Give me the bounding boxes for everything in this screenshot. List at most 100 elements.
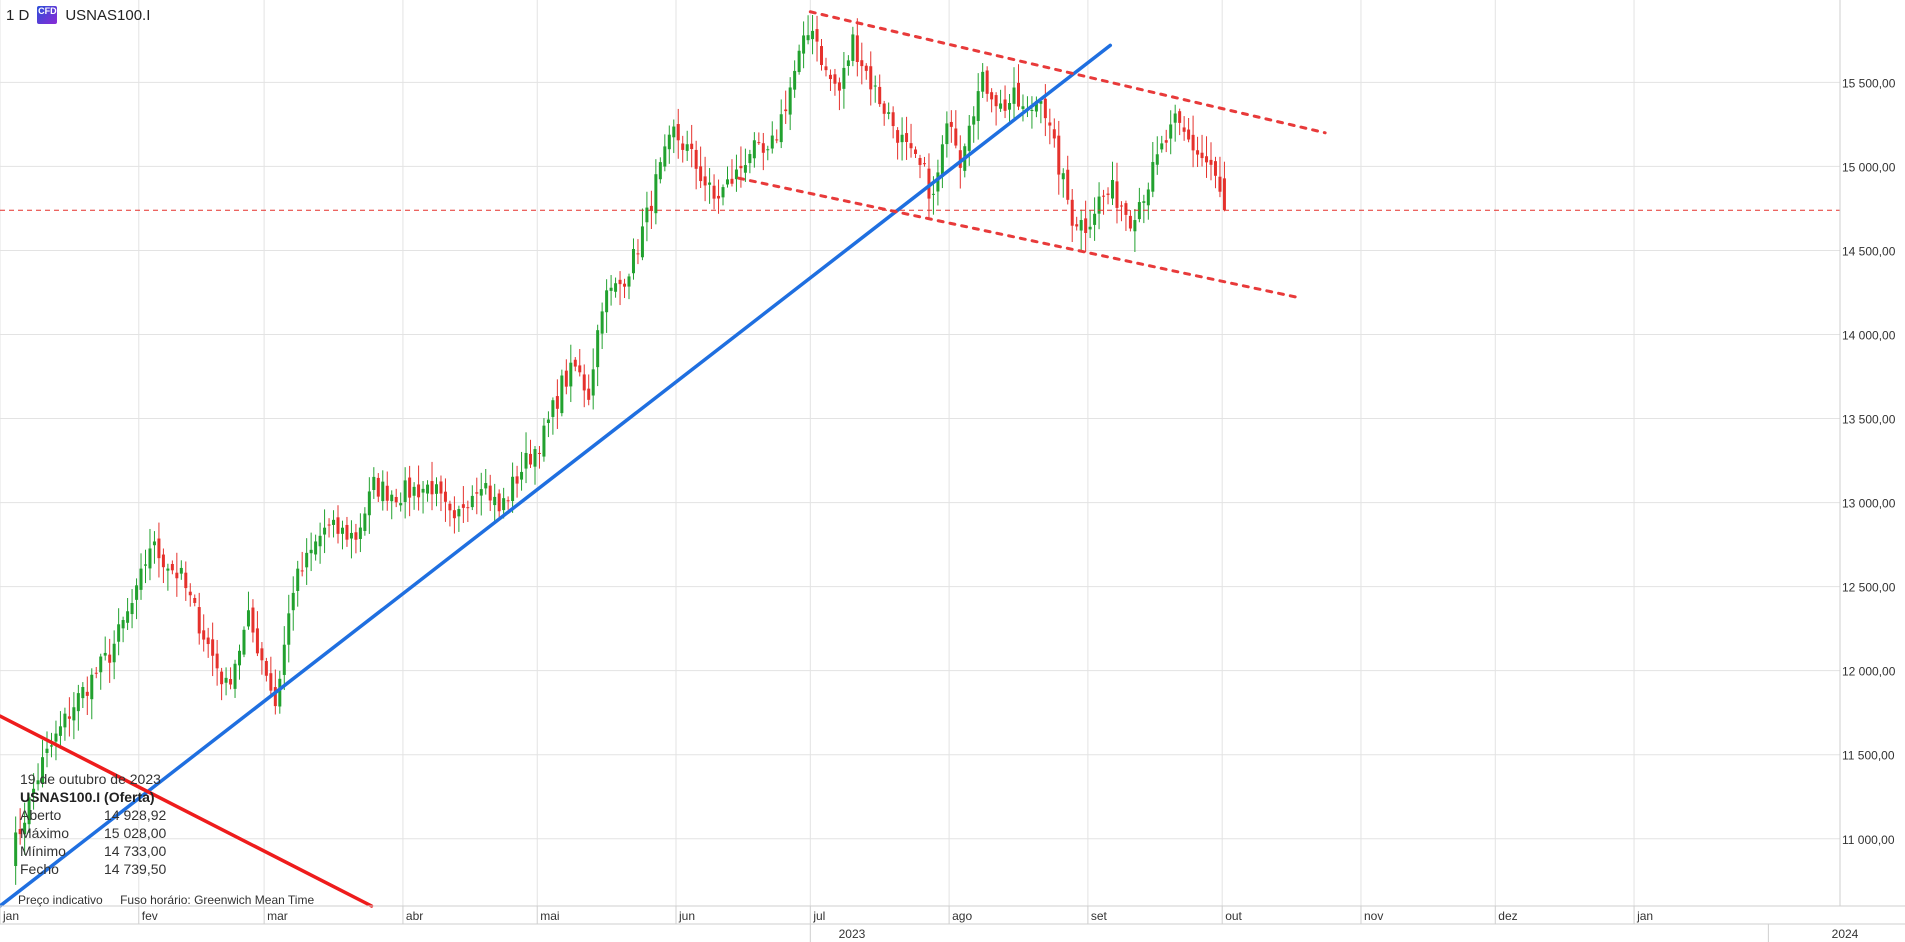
candle-body — [820, 46, 824, 66]
candle-body — [220, 671, 224, 685]
candle-body — [860, 60, 864, 67]
candle-body — [605, 290, 609, 313]
candle-body — [229, 679, 233, 685]
candle-body — [1187, 129, 1191, 140]
y-axis-panel — [1840, 0, 1905, 942]
candle-body — [27, 797, 31, 825]
x-month-label: dez — [1498, 909, 1517, 923]
candle-body — [99, 656, 103, 673]
candle-body — [112, 643, 116, 663]
x-month-label: nov — [1364, 909, 1383, 923]
red-descending-line[interactable] — [0, 714, 374, 908]
candle-body — [470, 495, 474, 508]
price-type-label: Preço indicativo — [18, 893, 103, 907]
candle-body — [1178, 111, 1182, 123]
candle-body — [175, 572, 179, 579]
candle-body — [703, 176, 707, 186]
candle-body — [14, 832, 18, 866]
candle-body — [511, 476, 515, 502]
candle-body — [864, 65, 868, 71]
x-month-label: ago — [952, 909, 972, 923]
candle-body — [372, 476, 376, 490]
candle-body — [488, 485, 492, 501]
long-term-trendline[interactable] — [0, 43, 1113, 908]
candle-body — [645, 207, 649, 223]
candle-body — [985, 70, 989, 94]
candle-body — [672, 126, 676, 138]
candle-body — [640, 226, 644, 258]
candle-body — [327, 524, 331, 526]
candle-body — [1146, 189, 1150, 206]
candle-body — [654, 174, 658, 214]
candle-body — [466, 507, 470, 509]
candle-body — [730, 178, 734, 184]
candle-body — [761, 143, 765, 153]
candle-body — [85, 691, 89, 696]
candle-body — [300, 570, 304, 572]
candle-body — [851, 34, 855, 61]
candle-body — [305, 552, 309, 568]
y-tick-label: 11 000,00 — [1842, 833, 1895, 847]
y-tick-label: 15 000,00 — [1842, 160, 1896, 174]
candle-body — [1209, 159, 1213, 165]
x-month-label: jul — [812, 909, 825, 923]
candle-body — [390, 494, 394, 502]
candle-body — [591, 369, 595, 396]
candle-body — [614, 283, 618, 292]
candle-body — [1066, 169, 1070, 200]
candle-body — [842, 67, 846, 89]
candle-body — [1182, 127, 1186, 132]
candle-body — [506, 500, 510, 502]
candle-body — [797, 50, 801, 73]
candle-body — [551, 400, 555, 417]
descending-channel-lower[interactable] — [737, 176, 1300, 300]
candle-body — [909, 143, 913, 149]
y-axis: 11 000,00 11 500,00 12 000,00 12 500,00 13 0… — [1839, 0, 1905, 942]
info-row-high: Máximo 15 028,00 — [20, 824, 166, 842]
candle-body — [837, 82, 841, 91]
x-year-label: 2023 — [839, 927, 866, 941]
candle-body — [967, 125, 971, 151]
candle-body — [905, 133, 909, 143]
candle-body — [1021, 106, 1025, 109]
candle-body — [246, 610, 250, 627]
candle-body — [717, 195, 721, 199]
candle-body — [1106, 193, 1110, 195]
candle-body — [1164, 140, 1168, 143]
candle-body — [1102, 195, 1106, 197]
timeframe-label[interactable]: 1 D — [6, 6, 30, 24]
timezone-label: Fuso horário: Greenwich Mean Time — [120, 893, 315, 907]
candle-body — [484, 483, 488, 489]
candle-body — [743, 165, 747, 173]
cfd-badge-icon: CFD — [37, 6, 58, 24]
x-month-label: mar — [267, 909, 288, 923]
candle-body — [264, 661, 268, 676]
candle-body — [1196, 150, 1200, 155]
candle-body — [493, 496, 497, 506]
y-tick-label: 14 500,00 — [1842, 244, 1896, 258]
candle-body — [340, 527, 344, 534]
candle-body — [918, 157, 922, 165]
candle-body — [161, 554, 165, 568]
candle-body — [439, 481, 443, 494]
y-tick-label: 13 000,00 — [1842, 497, 1896, 511]
candle-body — [376, 477, 380, 497]
candle-body — [323, 527, 327, 535]
candle-body — [922, 163, 926, 165]
candle-body — [1030, 110, 1034, 112]
descending-channel-upper[interactable] — [808, 10, 1327, 135]
candle-body — [779, 114, 783, 143]
candle-body — [596, 330, 600, 368]
x-month-label: fev — [142, 909, 158, 923]
grid-lines — [0, 0, 1840, 906]
candle-body — [126, 611, 130, 623]
candle-body — [354, 532, 358, 540]
symbol-label[interactable]: USNAS100.I — [65, 6, 151, 24]
candle-body — [609, 287, 613, 291]
footer-note: Preço indicativo Fuso horário: Greenwich… — [18, 893, 328, 907]
info-value: 14 928,92 — [104, 807, 167, 823]
candle-body — [573, 359, 577, 367]
candle-body — [211, 639, 215, 656]
y-tick-label: 12 000,00 — [1842, 665, 1896, 679]
